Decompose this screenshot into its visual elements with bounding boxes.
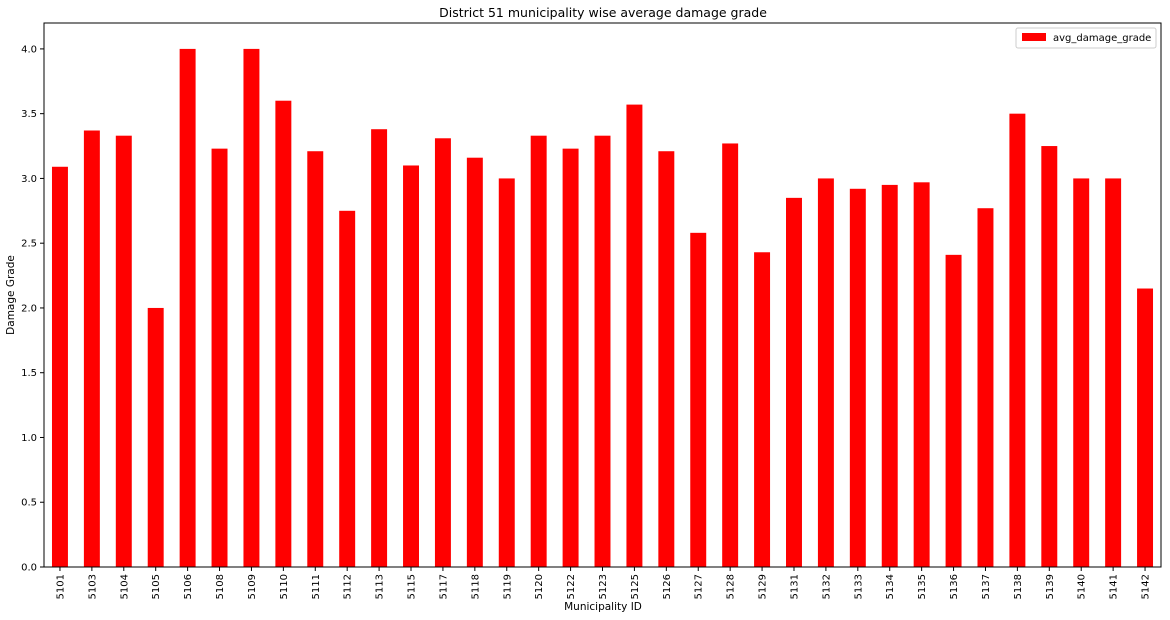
bar-5122 (562, 148, 579, 567)
plot-frame (43, 22, 1162, 568)
x-tick-label: 5112 (343, 574, 354, 599)
bar-5133 (849, 188, 866, 568)
x-tick-label: 5103 (87, 574, 98, 599)
bar-5127 (690, 232, 707, 567)
bar-5109 (243, 48, 260, 567)
x-tick-label: 5135 (917, 574, 928, 599)
bar-5115 (403, 165, 419, 568)
bar-5104 (115, 135, 132, 567)
bar-5106 (179, 48, 196, 567)
x-tick-label: 5132 (821, 574, 832, 599)
x-tick-label: 5126 (662, 574, 673, 599)
bar-5140 (1073, 178, 1090, 567)
legend-label: avg_damage_grade (1053, 33, 1151, 44)
x-tick-label: 5109 (247, 574, 258, 599)
x-tick-label: 5101 (55, 574, 66, 599)
x-tick-label: 5141 (1109, 574, 1120, 599)
bar-5125 (626, 104, 643, 567)
bar-5108 (211, 148, 228, 567)
bar-5128 (722, 143, 739, 567)
x-tick-label: 5118 (470, 574, 481, 599)
y-tick-label: 0.0 (21, 563, 37, 574)
bar-5112 (339, 210, 356, 567)
y-tick-label: 4.0 (21, 44, 37, 55)
x-tick-label: 5139 (1045, 574, 1056, 599)
bar-5110 (275, 100, 292, 568)
y-tick-label: 2.5 (21, 239, 37, 250)
y-tick-label: 1.5 (21, 368, 37, 379)
x-tick-label: 5122 (566, 574, 577, 599)
x-tick-label: 5105 (151, 574, 162, 599)
bar-5126 (658, 151, 675, 568)
x-tick-label: 5127 (694, 574, 705, 599)
x-tick-label: 5134 (885, 574, 896, 599)
legend-box (1015, 27, 1157, 49)
bar-5105 (147, 307, 164, 567)
bars-group (51, 48, 1154, 568)
bar-5137 (977, 208, 994, 567)
bar-5135 (913, 182, 930, 567)
x-tick-label: 5108 (215, 574, 226, 599)
bar-5113 (371, 129, 388, 567)
y-tick-label: 3.5 (21, 109, 37, 120)
bar-5139 (1041, 146, 1058, 568)
x-tick-label: 5133 (853, 574, 864, 599)
bar-5118 (466, 157, 483, 567)
x-tick-label: 5142 (1141, 574, 1152, 599)
y-tick-label: 0.5 (21, 498, 37, 509)
bar-5123 (594, 135, 611, 567)
bar-5111 (307, 151, 324, 568)
x-tick-label: 5129 (758, 574, 769, 599)
x-tick-label: 5125 (630, 574, 641, 599)
x-tick-label: 5115 (407, 574, 418, 599)
x-tick-label: 5119 (502, 574, 513, 599)
bar-5103 (83, 130, 100, 567)
x-tick-label: 5131 (789, 574, 800, 599)
bar-5138 (1009, 113, 1026, 568)
x-tick-label: 5106 (183, 574, 194, 599)
bar-5134 (881, 184, 898, 567)
x-tick-label: 5138 (1013, 574, 1024, 599)
legend-swatch (1022, 33, 1046, 41)
bar-5142 (1137, 288, 1154, 567)
bar-5117 (434, 138, 451, 567)
legend: avg_damage_grade (1015, 27, 1157, 49)
bar-5136 (945, 254, 962, 567)
x-axis: 5101 5103 5104 5105 5106 5108 5109 5110 5111 5112… (55, 567, 1152, 599)
y-tick-label: 2.0 (21, 303, 37, 314)
x-tick-label: 5120 (534, 574, 545, 599)
x-tick-label: 5137 (981, 574, 992, 599)
chart-title: District 51 municipality wise average da… (439, 5, 767, 20)
bar-5120 (530, 135, 547, 567)
x-tick-label: 5136 (949, 574, 960, 599)
bar-5129 (754, 252, 771, 567)
bar-5141 (1105, 178, 1122, 567)
x-tick-label: 5117 (438, 574, 449, 599)
x-tick-label: 5113 (375, 574, 386, 599)
x-tick-label: 5111 (311, 574, 322, 599)
x-tick-label: 5123 (598, 574, 609, 599)
bar-5132 (817, 178, 834, 567)
bar-5101 (51, 166, 68, 567)
bar-5119 (498, 178, 515, 567)
x-tick-label: 5110 (279, 574, 290, 599)
y-axis-label: Damage Grade (5, 255, 17, 335)
x-tick-label: 5140 (1077, 574, 1088, 599)
x-tick-label: 5128 (726, 574, 737, 599)
x-tick-label: 5104 (119, 574, 130, 599)
y-tick-label: 1.0 (21, 433, 37, 444)
y-axis: 0.0 0.5 1.0 1.5 2.0 2.5 3.0 3.5 4.0 (21, 44, 44, 574)
bar-5131 (786, 197, 802, 568)
y-tick-label: 3.0 (21, 174, 37, 185)
x-axis-label: Municipality ID (564, 601, 642, 613)
